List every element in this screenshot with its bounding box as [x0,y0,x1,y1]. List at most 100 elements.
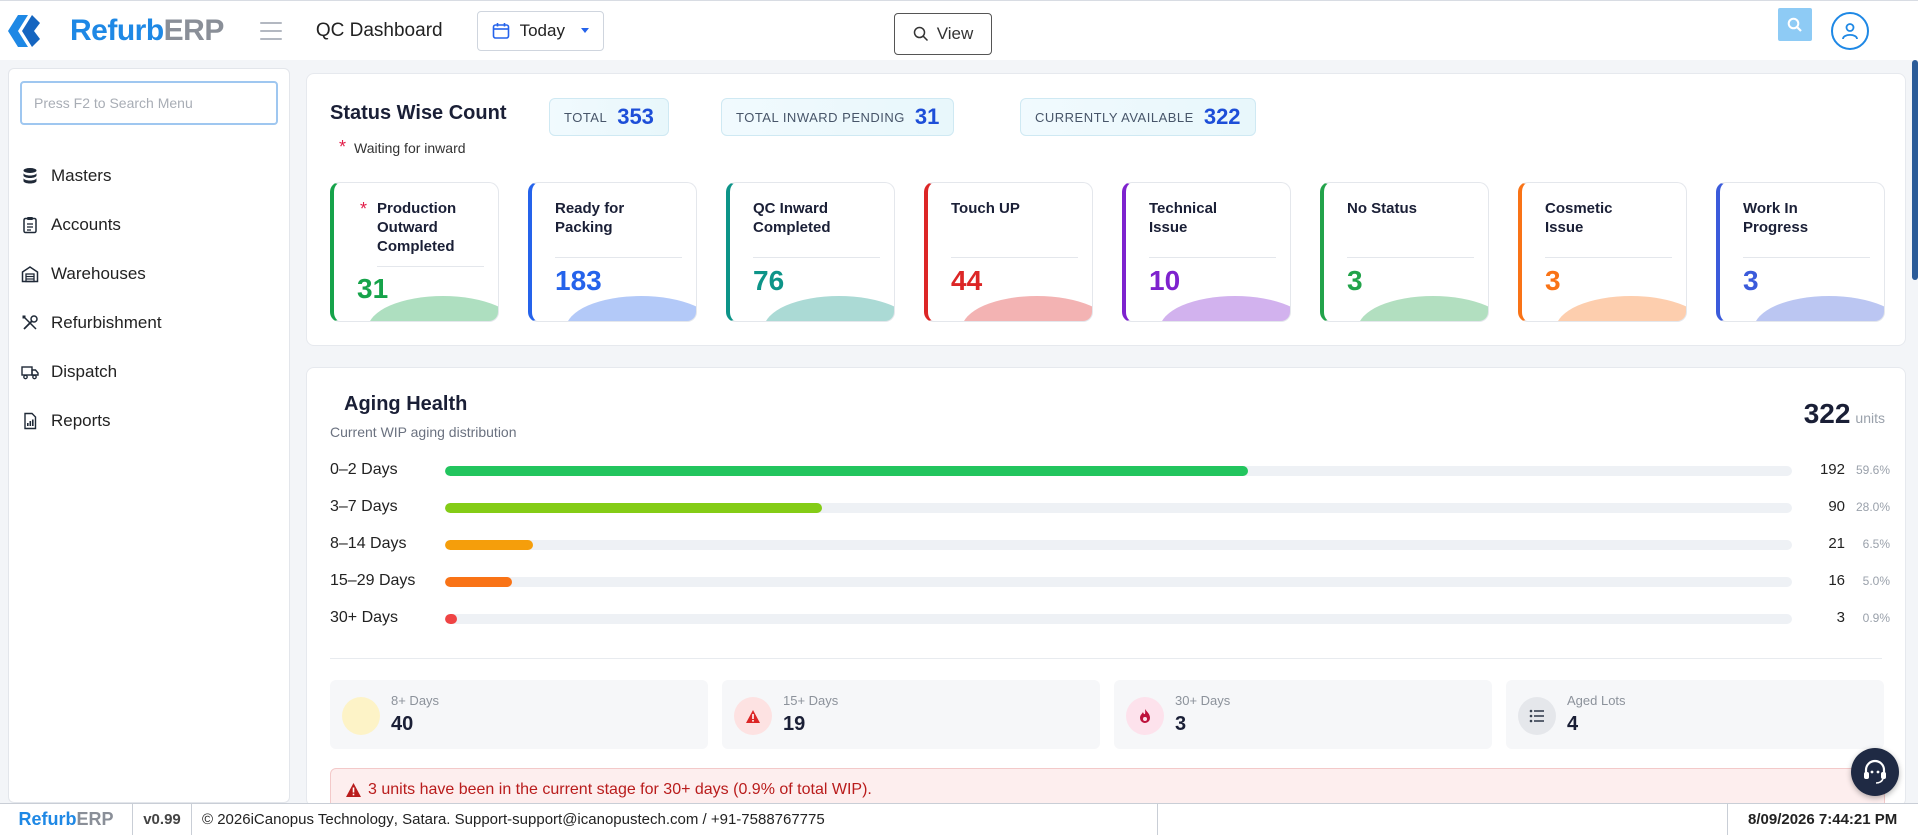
footer-datetime: 8/09/2026 7:44:21 PM [1748,811,1898,828]
user-profile-button[interactable] [1831,12,1869,50]
summary-value: 19 [783,713,806,735]
summary-aged-lots[interactable]: Aged Lots 4 [1506,680,1884,749]
status-card-ready-for-packing[interactable]: Ready for Packing 183 [528,182,697,322]
status-card-decoration [764,296,894,321]
status-card-label: Ready for Packing [555,200,625,236]
aging-row-8-14-days[interactable]: 8–14 Days 21 6.5% [330,535,1890,572]
view-button[interactable]: View [894,13,992,55]
aging-row-percent: 59.6% [1855,463,1890,477]
truck-icon [21,365,39,379]
aging-subtitle: Current WIP aging distribution [330,424,517,440]
status-card-divider [1347,257,1474,258]
aging-total: 322 units [1804,398,1885,430]
total-pill-value: 353 [617,104,654,129]
aging-row-bar [445,503,823,513]
aging-row-percent: 5.0% [1862,574,1890,588]
currently-available-pill: CURRENTLY AVAILABLE 322 [1020,98,1256,136]
sidebar-item-refurbishment[interactable]: Refurbishment [21,298,162,347]
aging-row-count: 21 [1828,535,1845,552]
sidebar-item-label: Masters [51,165,112,185]
summary-label: Aged Lots [1567,693,1626,708]
status-card-technical-issue[interactable]: Technical Issue 10 [1122,182,1291,322]
aging-row-count: 3 [1836,609,1845,626]
aging-divider [330,658,1882,659]
sidebar-item-masters[interactable]: Masters [21,151,162,200]
status-card-qc-inward-completed[interactable]: QC Inward Completed 76 [726,182,895,322]
status-card-work-in-progress[interactable]: Work In Progress 3 [1716,182,1885,322]
status-card-touch-up[interactable]: Touch UP 44 [924,182,1093,322]
list-icon [1518,697,1556,735]
sidebar-item-accounts[interactable]: Accounts [21,200,162,249]
aging-row-percent: 0.9% [1862,611,1890,625]
status-card-label: Cosmetic Issue [1545,200,1613,236]
status-card-value: 3 [1545,265,1561,296]
status-card-production-outward-completed[interactable]: * Production Outward Completed 31 [330,182,499,322]
user-icon [1842,23,1858,40]
warning-icon [346,783,361,797]
footer-version: v0.99 [133,804,192,835]
clipboard-icon [23,216,37,233]
search-icon [1787,17,1802,32]
footer-phone: / +91-7588767775 [698,811,825,828]
sidebar-item-label: Warehouses [51,263,146,283]
aging-health-panel: Aging Health Current WIP aging distribut… [306,367,1906,807]
sidebar-item-dispatch[interactable]: Dispatch [21,347,162,396]
summary-8-plus-days[interactable]: 8+ Days 40 [330,680,708,749]
inward-pending-pill: TOTAL INWARD PENDING 31 [721,98,955,136]
aging-row-bar [445,540,533,550]
aging-row-30-plus-days[interactable]: 30+ Days 3 0.9% [330,609,1890,646]
date-filter-select[interactable]: Today [476,10,604,51]
status-card-divider [555,257,682,258]
menu-toggle-icon[interactable] [259,21,282,40]
footer-support-email[interactable]: support@icanopustech.com [512,811,699,828]
aging-total-value: 322 [1803,398,1851,429]
menu-search-input[interactable] [20,81,278,125]
brand-logo[interactable]: RefurbERP [6,13,224,49]
aging-row-track [445,503,1792,513]
aging-alert-text: 3 units have been in the current stage f… [368,781,872,798]
required-asterisk-icon: * [339,137,347,157]
aging-row-percent: 28.0% [1855,500,1890,514]
brand-name-part2: ERP [163,13,225,47]
footer-copyright-prefix: © 2026 [202,811,251,828]
page-scrollbar[interactable] [1912,60,1918,280]
status-card-cosmetic-issue[interactable]: Cosmetic Issue 3 [1518,182,1687,322]
status-cards: * Production Outward Completed 31 Ready … [330,182,1885,322]
report-icon [24,412,37,429]
aging-row-label: 15–29 Days [330,572,416,589]
summary-label: 30+ Days [1175,693,1231,708]
status-card-label: Technical Issue [1149,200,1218,236]
status-card-decoration [1754,296,1884,321]
chevron-down-icon [580,28,589,33]
aging-row-track [445,614,1792,624]
global-search-button[interactable] [1778,8,1812,41]
aging-row-label: 30+ Days [330,609,399,626]
status-card-value: 10 [1149,265,1181,296]
status-card-divider [753,257,880,258]
aging-row-0-2-days[interactable]: 0–2 Days 192 59.6% [330,461,1890,498]
aging-row-3-7-days[interactable]: 3–7 Days 90 28.0% [330,498,1890,535]
aging-row-bar [445,577,513,587]
aging-row-track [445,577,1792,587]
sidebar-item-reports[interactable]: Reports [21,396,162,445]
status-card-no-status[interactable]: No Status 3 [1320,182,1489,322]
summary-30-plus-days[interactable]: 30+ Days 3 [1114,680,1492,749]
sidebar-item-warehouses[interactable]: Warehouses [21,249,162,298]
summary-value: 4 [1567,713,1579,735]
currently-available-pill-label: CURRENTLY AVAILABLE [1035,109,1194,125]
summary-15-plus-days[interactable]: 15+ Days 19 [722,680,1100,749]
status-card-decoration [566,296,696,321]
aging-row-label: 3–7 Days [330,498,398,515]
aging-row-track [445,540,1792,550]
database-icon [23,167,37,183]
warehouse-icon [21,265,39,282]
aging-row-15-29-days[interactable]: 15–29 Days 16 5.0% [330,572,1890,609]
status-card-decoration [962,296,1092,321]
footer-copyright: © 2026 iCanopus Technology, Satara. Supp… [192,804,1158,835]
total-pill-label: TOTAL [564,109,608,125]
brand-logo-icon [6,13,42,49]
status-card-value: 76 [753,265,785,296]
support-chat-button[interactable] [1851,748,1899,796]
currently-available-pill-value: 322 [1203,104,1241,129]
aging-total-unit: units [1855,410,1885,426]
